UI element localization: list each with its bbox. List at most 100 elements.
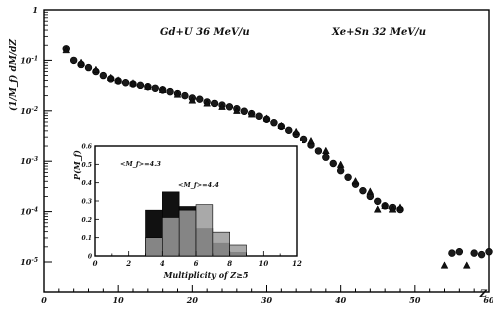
data-point-triangle xyxy=(351,176,360,185)
data-point-circle xyxy=(485,248,493,256)
data-point-circle xyxy=(374,197,382,206)
x-tick-label: 30 xyxy=(261,295,273,305)
x-tick-label: 20 xyxy=(186,295,199,305)
data-point-triangle xyxy=(77,58,85,66)
data-point-triangle xyxy=(462,261,471,269)
data-point-circle xyxy=(181,91,189,100)
data-point-triangle xyxy=(158,85,167,93)
y-tick-label: 10-5 xyxy=(20,257,38,267)
data-point-circle xyxy=(69,56,78,65)
data-point-circle xyxy=(359,186,367,195)
data-point-triangle xyxy=(92,65,100,73)
inset-series1-label: <M_f>=4.3 xyxy=(120,160,161,168)
inset-bar xyxy=(195,204,214,257)
x-tick-label: 50 xyxy=(409,295,421,305)
data-point-triangle xyxy=(307,136,315,145)
data-point-triangle xyxy=(144,82,152,90)
inset-series2-label: <M_f>=4.4 xyxy=(178,181,219,189)
inset-bar xyxy=(145,237,163,257)
data-point-circle xyxy=(270,119,278,127)
inset-x-tick-label: 4 xyxy=(160,259,165,268)
data-point-triangle xyxy=(106,73,115,81)
inset-bar xyxy=(178,209,197,257)
data-point-circle xyxy=(99,71,108,80)
data-point-circle xyxy=(225,103,234,111)
data-point-circle xyxy=(329,159,337,168)
x-tick-label: 60 xyxy=(483,295,493,305)
x-tick-label: 40 xyxy=(335,295,347,305)
data-point-triangle xyxy=(292,127,300,136)
data-point-triangle xyxy=(366,187,375,195)
data-point-triangle xyxy=(129,79,137,87)
data-point-circle xyxy=(255,112,263,120)
data-point-circle xyxy=(344,173,352,181)
inset-bar xyxy=(162,217,180,257)
inset-x-tick-label: 12 xyxy=(292,259,302,268)
data-point-circle xyxy=(240,107,248,115)
data-point-circle xyxy=(166,87,174,96)
data-point-circle xyxy=(448,249,456,257)
inset-histogram: 0 2 4 6 8 10 12 0 0.1 0.2 0.3 0.4 0.5 0.6 Multiplicity… xyxy=(62,141,302,284)
data-point-circle xyxy=(477,250,486,259)
data-point-triangle xyxy=(203,99,211,107)
data-point-circle xyxy=(84,63,93,72)
data-point-triangle xyxy=(62,45,71,54)
x-tick-label: 10 xyxy=(113,295,125,305)
data-point-circle xyxy=(470,249,478,257)
data-point-triangle xyxy=(322,146,330,154)
y-tick-label: 1 xyxy=(32,5,38,15)
data-point-triangle xyxy=(373,205,382,213)
y-tick-label: 10-3 xyxy=(20,156,38,166)
inset-y-axis-label: P(M_f) xyxy=(72,150,82,181)
x-tick-label: 0 xyxy=(41,295,47,305)
legend-series2-label: Xe+Sn 32 MeV/u xyxy=(331,27,426,38)
data-point-triangle xyxy=(233,106,241,114)
inset-y-tick-label: 0.4 xyxy=(82,180,92,187)
data-point-circle xyxy=(336,166,345,175)
x-axis-label: Z xyxy=(479,289,488,300)
data-point-circle xyxy=(151,84,159,92)
data-point-circle xyxy=(455,248,464,256)
y-axis-label: (1/M_f) dM/dZ xyxy=(8,39,19,111)
data-point-circle xyxy=(196,95,204,103)
data-point-circle xyxy=(314,147,323,155)
main-plot-marks xyxy=(62,45,493,269)
inset-x-tick-label: 2 xyxy=(125,259,131,268)
data-point-triangle xyxy=(247,110,256,118)
data-point-circle xyxy=(285,126,293,135)
inset-y-tick-label: 0 xyxy=(88,254,93,261)
data-point-triangle xyxy=(396,203,404,211)
data-point-triangle xyxy=(388,205,397,213)
data-point-triangle xyxy=(114,76,122,84)
inset-x-tick-label: 10 xyxy=(258,259,268,268)
inset-y-tick-label: 0.5 xyxy=(82,162,92,169)
inset-bar xyxy=(229,244,247,257)
data-point-triangle xyxy=(218,102,226,110)
main-plot-frame: 0102030405060110-110-210-310-410-5 xyxy=(20,5,493,305)
inset-y-tick-label: 0.2 xyxy=(82,217,92,224)
inset-x-tick-label: 8 xyxy=(227,259,232,268)
data-point-circle xyxy=(210,99,219,108)
data-point-circle xyxy=(121,79,130,87)
data-point-triangle xyxy=(440,261,449,269)
data-point-circle xyxy=(136,81,145,90)
inset-x-tick-label: 0 xyxy=(93,259,98,268)
data-point-triangle xyxy=(381,201,389,209)
inset-x-tick-label: 6 xyxy=(194,259,199,268)
inset-y-tick-label: 0.6 xyxy=(82,144,93,151)
y-tick-label: 10-1 xyxy=(20,55,38,65)
data-point-triangle xyxy=(336,160,345,168)
data-point-triangle xyxy=(262,114,271,122)
data-point-triangle xyxy=(277,121,286,130)
data-point-triangle xyxy=(188,96,197,104)
data-point-circle xyxy=(322,153,330,161)
inset-x-axis-label: Multiplicity of Z≥5 xyxy=(163,270,249,280)
inset-y-tick-label: 0.1 xyxy=(82,235,92,242)
inset-bar xyxy=(212,231,230,257)
legend-series1-label: Gd+U 36 MeV/u xyxy=(160,27,250,38)
inset-y-tick-label: 0.3 xyxy=(82,199,92,206)
y-tick-label: 10-4 xyxy=(20,207,38,217)
y-tick-label: 10-2 xyxy=(20,106,38,116)
data-point-triangle xyxy=(173,90,182,98)
